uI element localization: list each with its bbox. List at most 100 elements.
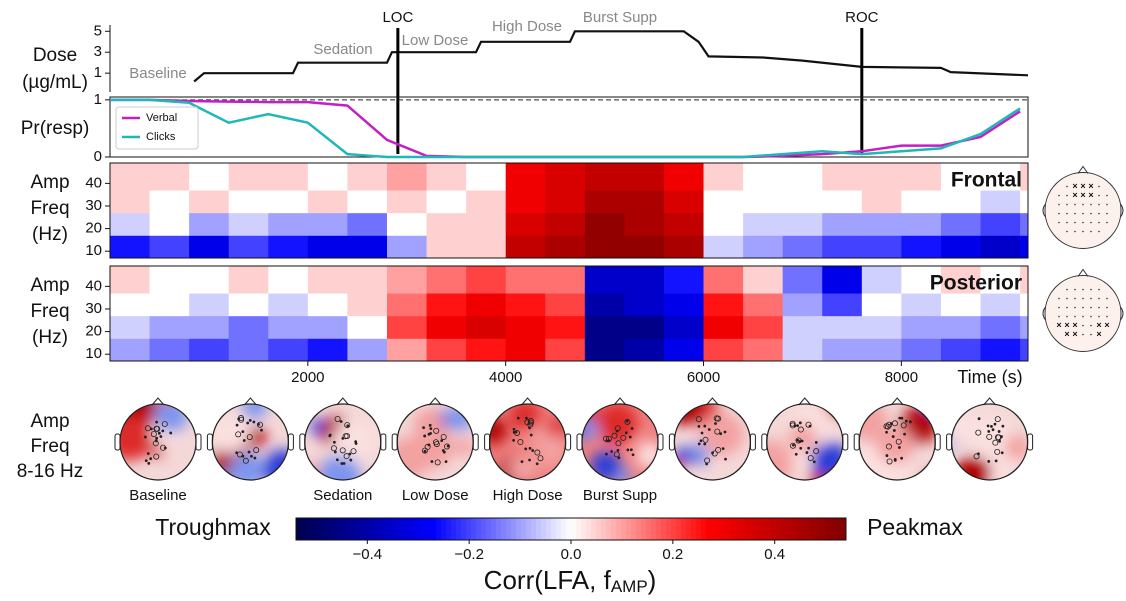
heatmap-cell	[228, 315, 269, 339]
heatmap-cell	[980, 163, 1021, 191]
heatmap-cell	[1020, 293, 1029, 317]
electrode	[796, 424, 799, 428]
colorbar-slice	[546, 518, 552, 540]
y-tick-label: 20	[85, 220, 102, 237]
electrode	[146, 452, 150, 455]
legend-label: Verbal	[146, 112, 177, 124]
heatmap-cell	[545, 212, 586, 236]
heatmap-cell	[584, 315, 625, 339]
topomap-blob	[596, 404, 638, 444]
y-label: Amp	[30, 275, 69, 296]
heatmap-cell	[980, 293, 1021, 317]
electrode	[1066, 212, 1068, 215]
electrode	[335, 458, 339, 462]
electrode	[253, 447, 260, 454]
colorbar-slice	[816, 518, 822, 540]
topomap	[853, 397, 941, 481]
colorbar-slice	[831, 518, 837, 540]
electrode	[534, 449, 541, 456]
colorbar-slice	[606, 518, 612, 540]
electrode	[1066, 185, 1068, 188]
heatmap-cell	[861, 212, 902, 236]
topomap-blob	[397, 437, 429, 480]
head-nose	[798, 397, 812, 406]
electrode	[430, 460, 434, 463]
electrode	[1106, 212, 1108, 215]
heatmap-cell	[743, 338, 784, 362]
electrode	[792, 443, 795, 447]
event-label: ROC	[845, 9, 879, 26]
heatmap-cell	[386, 315, 427, 339]
electrode	[1090, 297, 1092, 300]
electrode	[531, 449, 535, 452]
heatmap-cell	[228, 190, 269, 214]
heatmap-cell	[743, 315, 784, 339]
topomap	[576, 397, 664, 481]
heatmap-cell	[466, 163, 507, 191]
colorbar-slice	[671, 518, 677, 540]
heatmap-cell	[901, 266, 942, 294]
heatmap-cell	[545, 266, 586, 294]
y-label: Dose	[33, 45, 77, 66]
electrode	[895, 438, 902, 445]
topomap	[946, 397, 1034, 481]
heatmap-cell	[901, 212, 942, 236]
heatmap-cell	[268, 163, 309, 191]
electrode	[909, 420, 912, 424]
heatmap-cell	[466, 235, 507, 259]
electrode	[994, 448, 1001, 455]
heatmap-cell	[149, 212, 190, 236]
head-ear	[565, 433, 572, 451]
topomap-blob	[304, 461, 320, 480]
heatmap-cell	[545, 338, 586, 362]
electrode	[528, 447, 532, 450]
electrode	[624, 431, 628, 435]
electrode	[715, 446, 722, 453]
electrode	[1082, 306, 1084, 309]
colorbar-slice	[656, 518, 662, 540]
heatmap-cell	[347, 190, 388, 214]
colorbar-slice	[431, 518, 437, 540]
electrode	[246, 421, 250, 425]
heatmap-cell	[307, 212, 348, 236]
head-nose	[521, 397, 534, 406]
electrode	[235, 431, 242, 438]
electrode	[527, 421, 534, 428]
electrode-cross: ×	[1064, 320, 1069, 330]
heatmap-cell	[545, 293, 586, 317]
x-tick-label: 8000	[885, 369, 918, 386]
colorbar-slice	[466, 518, 472, 540]
electrode	[975, 429, 982, 436]
legend-label: Clicks	[146, 131, 176, 143]
heatmap-cell	[703, 163, 744, 191]
heatmap-cell	[861, 293, 902, 317]
electrode	[1090, 203, 1092, 206]
colorbar-slice	[751, 518, 757, 540]
colorbar-slice	[626, 518, 632, 540]
electrode	[257, 422, 260, 426]
x-label: Time (s)	[957, 367, 1022, 387]
electrode-cross: ×	[1080, 190, 1085, 200]
electrode	[707, 428, 711, 431]
x-tick-label: 2000	[291, 369, 324, 386]
colorbar-slice	[616, 518, 622, 540]
heatmap-cell	[743, 266, 784, 294]
electrode	[807, 455, 814, 462]
colorbar-slice	[396, 518, 402, 540]
electrode	[529, 433, 533, 437]
electrode	[993, 422, 997, 426]
colorbar-slice	[726, 518, 732, 540]
colorbar-slice	[511, 518, 517, 540]
heatmap-cell	[703, 338, 744, 362]
heatmap-cell	[663, 163, 704, 191]
electrode	[1074, 315, 1076, 318]
colorbar-slice	[806, 518, 812, 540]
y-label: 8-16 Hz	[17, 461, 84, 482]
head-ear	[484, 433, 491, 451]
heatmap-cell	[545, 235, 586, 259]
colorbar-slice	[661, 518, 667, 540]
electrode	[528, 458, 531, 462]
electrode	[446, 444, 450, 448]
electrode	[350, 448, 357, 455]
x-tick-label: 4000	[489, 369, 522, 386]
